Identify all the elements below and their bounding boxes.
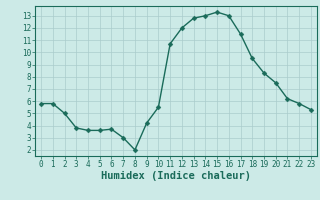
X-axis label: Humidex (Indice chaleur): Humidex (Indice chaleur) bbox=[101, 171, 251, 181]
